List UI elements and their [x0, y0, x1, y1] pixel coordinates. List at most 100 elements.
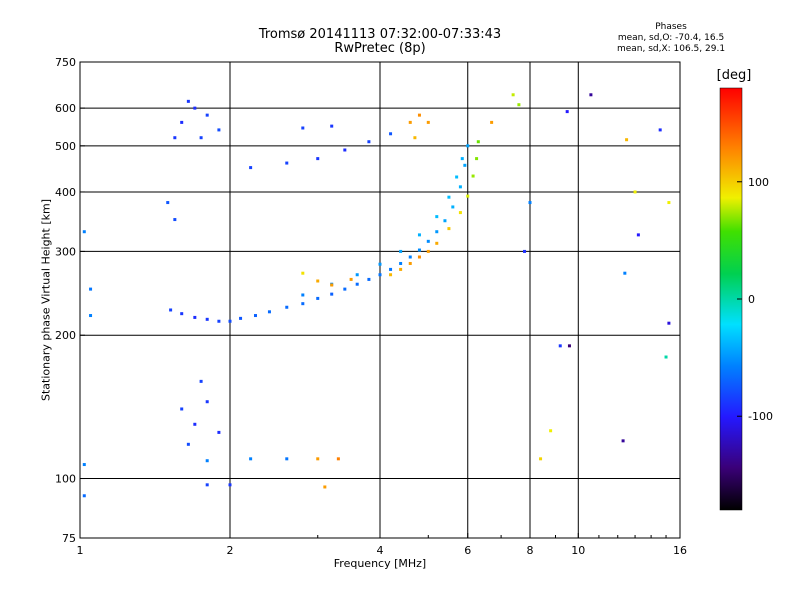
data-point — [549, 429, 553, 433]
data-point — [389, 267, 393, 271]
stats-o-mode: mean, sd,O: -70.4, 16.5 — [617, 33, 725, 43]
data-point — [186, 442, 190, 446]
data-point — [399, 249, 403, 253]
data-point — [285, 161, 289, 165]
x-tick-label: 2 — [227, 544, 234, 557]
data-point — [239, 316, 243, 320]
data-point — [539, 457, 543, 461]
x-tick-label: 10 — [571, 544, 585, 557]
x-tick-label: 1 — [77, 544, 84, 557]
y-tick-label: 200 — [55, 329, 76, 342]
data-point — [343, 287, 347, 291]
data-point — [443, 219, 447, 223]
data-point — [301, 271, 305, 275]
data-point — [316, 457, 320, 461]
data-point — [228, 483, 232, 487]
data-point — [426, 239, 430, 243]
y-tick-label: 600 — [55, 102, 76, 115]
data-point — [378, 273, 382, 277]
data-point — [399, 267, 403, 271]
data-point — [267, 310, 271, 314]
grid-lines — [80, 62, 680, 538]
data-point — [193, 106, 197, 110]
data-point — [463, 163, 467, 167]
data-point — [435, 230, 439, 234]
data-point — [389, 273, 393, 277]
data-point — [623, 271, 627, 275]
data-point — [180, 312, 184, 316]
data-point — [417, 113, 421, 117]
data-point — [166, 201, 170, 205]
colorbar-tick-label: 100 — [748, 176, 769, 189]
data-point — [228, 319, 232, 323]
data-point — [169, 308, 173, 312]
stats-x-mode: mean, sd,X: 106.5, 29.1 — [616, 44, 726, 54]
data-point — [417, 233, 421, 237]
y-tick-label: 400 — [55, 186, 76, 199]
data-point — [249, 457, 253, 461]
x-tick-label: 8 — [527, 544, 534, 557]
data-point — [301, 293, 305, 297]
data-point — [636, 233, 640, 237]
data-point — [408, 261, 412, 265]
y-tick-label: 500 — [55, 140, 76, 153]
data-point — [186, 99, 190, 103]
y-tick-label: 100 — [55, 473, 76, 486]
data-point — [89, 287, 93, 291]
data-point — [528, 201, 532, 205]
data-point — [173, 218, 177, 222]
data-point — [408, 120, 412, 124]
data-point — [658, 128, 662, 132]
stats-heading: Phases — [655, 22, 687, 32]
data-point — [667, 321, 671, 325]
data-point — [426, 249, 430, 253]
data-point — [249, 166, 253, 170]
data-point — [82, 463, 86, 467]
data-point — [565, 110, 569, 114]
data-point — [316, 296, 320, 300]
data-point — [447, 227, 451, 231]
y-tick-labels: 75 100 200 300 400 500 600 750 — [55, 56, 76, 545]
data-point — [301, 126, 305, 130]
y-axis-label: Stationary phase Virtual Height [km] — [39, 198, 53, 402]
chart-title: Tromsø 20141113 07:32:00-07:33:43 — [258, 27, 502, 42]
data-point — [355, 273, 359, 277]
data-point — [336, 457, 340, 461]
data-point — [355, 282, 359, 286]
data-point — [180, 120, 184, 124]
x-axis-label: Frequency [MHz] — [333, 557, 427, 570]
data-point — [82, 494, 86, 498]
data-point — [389, 132, 393, 136]
data-point — [517, 103, 521, 107]
data-point — [567, 344, 571, 348]
data-point — [408, 255, 412, 259]
axis-ticks — [79, 61, 681, 539]
y-tick-label: 750 — [55, 56, 76, 69]
data-point — [316, 157, 320, 161]
x-tick-label: 6 — [464, 544, 471, 557]
data-point — [316, 279, 320, 283]
data-point — [490, 120, 494, 124]
colorbar-ticks: 100 0 -100 — [737, 176, 773, 423]
data-point — [349, 277, 353, 281]
data-point — [205, 317, 209, 321]
data-point — [426, 120, 430, 124]
colorbar-tick-label: -100 — [748, 410, 773, 423]
data-point — [205, 459, 209, 463]
data-point — [466, 144, 470, 148]
data-point — [217, 128, 221, 132]
colorbar: 100 0 -100 — [719, 87, 773, 511]
data-point — [589, 93, 593, 97]
data-point — [523, 249, 527, 253]
data-point — [205, 400, 209, 404]
y-tick-label: 75 — [62, 532, 76, 545]
data-point — [343, 148, 347, 152]
data-point — [180, 407, 184, 411]
data-point — [475, 157, 479, 161]
data-point — [633, 190, 637, 194]
data-point — [82, 230, 86, 234]
data-point — [253, 314, 257, 318]
data-point — [217, 430, 221, 434]
data-point — [205, 483, 209, 487]
